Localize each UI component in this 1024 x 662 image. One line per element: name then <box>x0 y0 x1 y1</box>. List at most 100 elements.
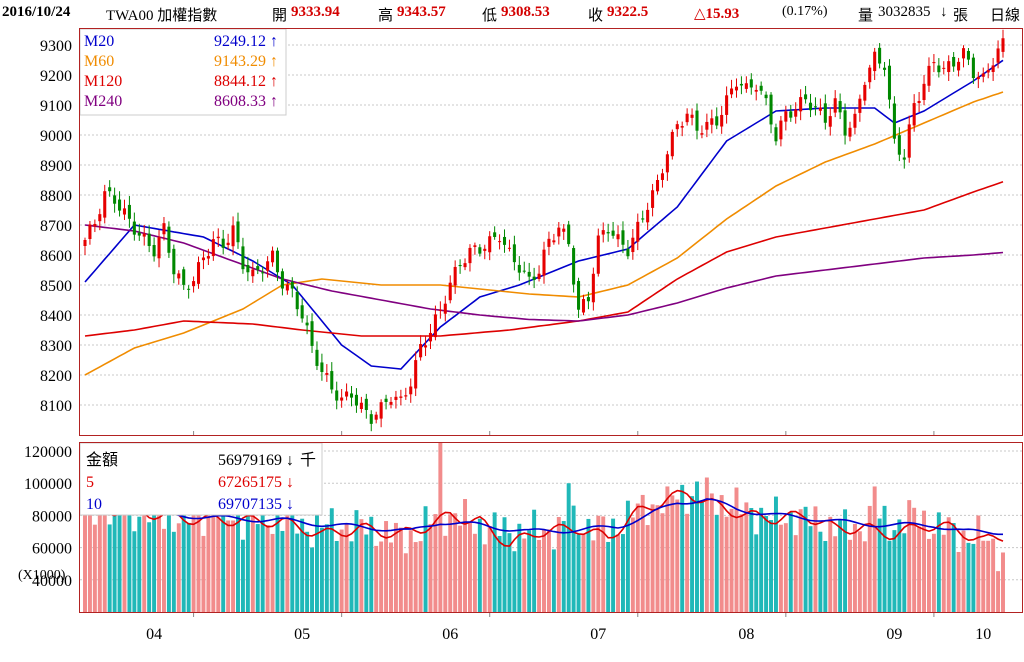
candle-down <box>527 271 531 277</box>
candle-up <box>399 396 403 398</box>
candle-down <box>118 199 122 211</box>
price-tick-label: 8700 <box>40 218 72 235</box>
volume-bar-up <box>862 541 867 612</box>
volume-bar-up <box>339 529 344 612</box>
volume-bar-down <box>349 541 354 612</box>
candle-down <box>335 390 339 401</box>
volume-bar-up <box>87 492 92 612</box>
candle-down <box>300 305 304 319</box>
candle-up <box>271 250 275 263</box>
candle-down <box>804 94 808 100</box>
volume-bar-down <box>364 534 369 612</box>
price-axis-labels: 8100 8200 8300 8400 8500 8600 8700 8800 8900 9000… <box>40 38 72 415</box>
volume-bar-up <box>83 499 87 612</box>
volume-bar-down <box>166 509 171 612</box>
volume-bar-down <box>112 491 117 612</box>
volume-bar-up <box>852 523 857 612</box>
open-label: 開 <box>272 8 288 24</box>
volume-bar-up <box>522 538 527 612</box>
candle-up <box>98 214 102 222</box>
volume-bar-up <box>926 538 931 612</box>
candle-down <box>586 297 590 302</box>
volume-bar-up <box>463 499 468 612</box>
volume-bar-up <box>813 506 818 612</box>
candle-up <box>498 241 502 243</box>
volume-bar-up <box>157 509 162 612</box>
candle-down <box>458 264 462 267</box>
candle-up <box>463 263 467 268</box>
candle-up <box>828 116 832 127</box>
volume-bar-up <box>176 523 181 612</box>
legend-ma-value: 9143.29 <box>214 53 266 70</box>
period-selector[interactable]: 日線 <box>990 8 1021 24</box>
change-percent: (0.17%) <box>782 4 828 19</box>
candle-down <box>280 271 284 289</box>
volume-bar-up <box>704 477 709 612</box>
candle-up <box>631 237 635 253</box>
candle-down <box>182 269 186 285</box>
volume-legend-name: 5 <box>86 474 94 491</box>
candle-up <box>374 414 378 420</box>
price-tick-label: 8800 <box>40 188 72 205</box>
volume-bar-down <box>680 484 685 612</box>
candle-up <box>414 360 418 389</box>
legend-arrow-icon: ↑ <box>270 93 278 110</box>
candle-down <box>739 83 743 86</box>
candle-down <box>813 106 817 108</box>
quote-date: 2016/10/24 <box>2 4 71 20</box>
volume-bar-up <box>941 534 946 612</box>
volume-bar-up <box>912 507 917 612</box>
volume-bar-up <box>542 529 546 612</box>
candle-up <box>424 345 428 348</box>
candle-up <box>552 240 556 243</box>
volume-bar-down <box>788 512 793 612</box>
volume-ma5-line <box>84 489 1004 547</box>
volume-bar-down <box>966 542 971 612</box>
volume-tick-label: 100000 <box>24 476 72 493</box>
volume-bar-up <box>685 513 690 612</box>
volume-bar-up <box>650 504 655 612</box>
volume-bar-down <box>492 512 497 612</box>
volume-bar-up <box>1001 552 1005 612</box>
volume-bar-down <box>902 533 907 612</box>
candle-down <box>789 111 793 118</box>
volume-bar-up <box>231 520 236 612</box>
candle-down <box>843 110 847 136</box>
volume-bar-down <box>300 518 305 612</box>
volume-bar-down <box>576 534 581 612</box>
volume-bar-up <box>709 493 714 612</box>
candle-up <box>325 373 329 375</box>
candle-up <box>340 397 344 401</box>
volume-bar-up <box>453 513 458 612</box>
candle-up <box>157 237 161 259</box>
volume-bar-down <box>690 496 695 612</box>
price-tick-label: 8500 <box>40 278 72 295</box>
candle-down <box>759 85 763 91</box>
candle-up <box>285 284 289 291</box>
legend-ma-name: M240 <box>84 93 122 110</box>
candle-down <box>132 221 136 235</box>
volume-bar-down <box>818 531 823 612</box>
candle-up <box>453 266 457 286</box>
candle-up <box>419 344 423 358</box>
quote-symbol: TWA00 加權指數 <box>106 8 218 24</box>
candle-down <box>621 230 625 245</box>
candle-up <box>680 126 684 128</box>
candle-down <box>384 398 388 402</box>
candle-up <box>784 111 788 122</box>
candle-up <box>744 83 748 89</box>
candle-up <box>483 248 487 251</box>
volume-bar-down <box>517 523 522 612</box>
legend-arrow-icon: ↑ <box>270 73 278 90</box>
volume-bar-down <box>754 534 759 612</box>
candle-up <box>394 396 398 400</box>
candle-down <box>478 247 482 254</box>
candle-up <box>863 84 867 101</box>
candle-up <box>868 67 872 83</box>
volume-bar-up <box>398 527 403 612</box>
candle-down <box>187 288 191 290</box>
month-label: 10 <box>975 626 991 643</box>
ma-line-m240 <box>84 224 1004 322</box>
candle-up <box>685 113 689 123</box>
price-tick-label: 9300 <box>40 38 72 55</box>
